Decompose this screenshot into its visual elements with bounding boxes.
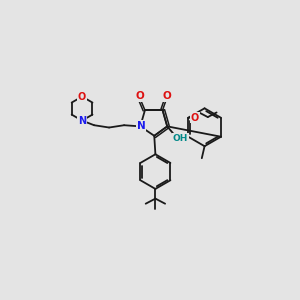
Text: O: O	[191, 112, 199, 122]
Text: OH: OH	[172, 134, 188, 142]
Text: O: O	[136, 91, 144, 101]
Text: O: O	[78, 92, 86, 102]
Text: O: O	[162, 91, 171, 101]
Text: N: N	[78, 116, 86, 126]
Text: N: N	[136, 121, 146, 131]
